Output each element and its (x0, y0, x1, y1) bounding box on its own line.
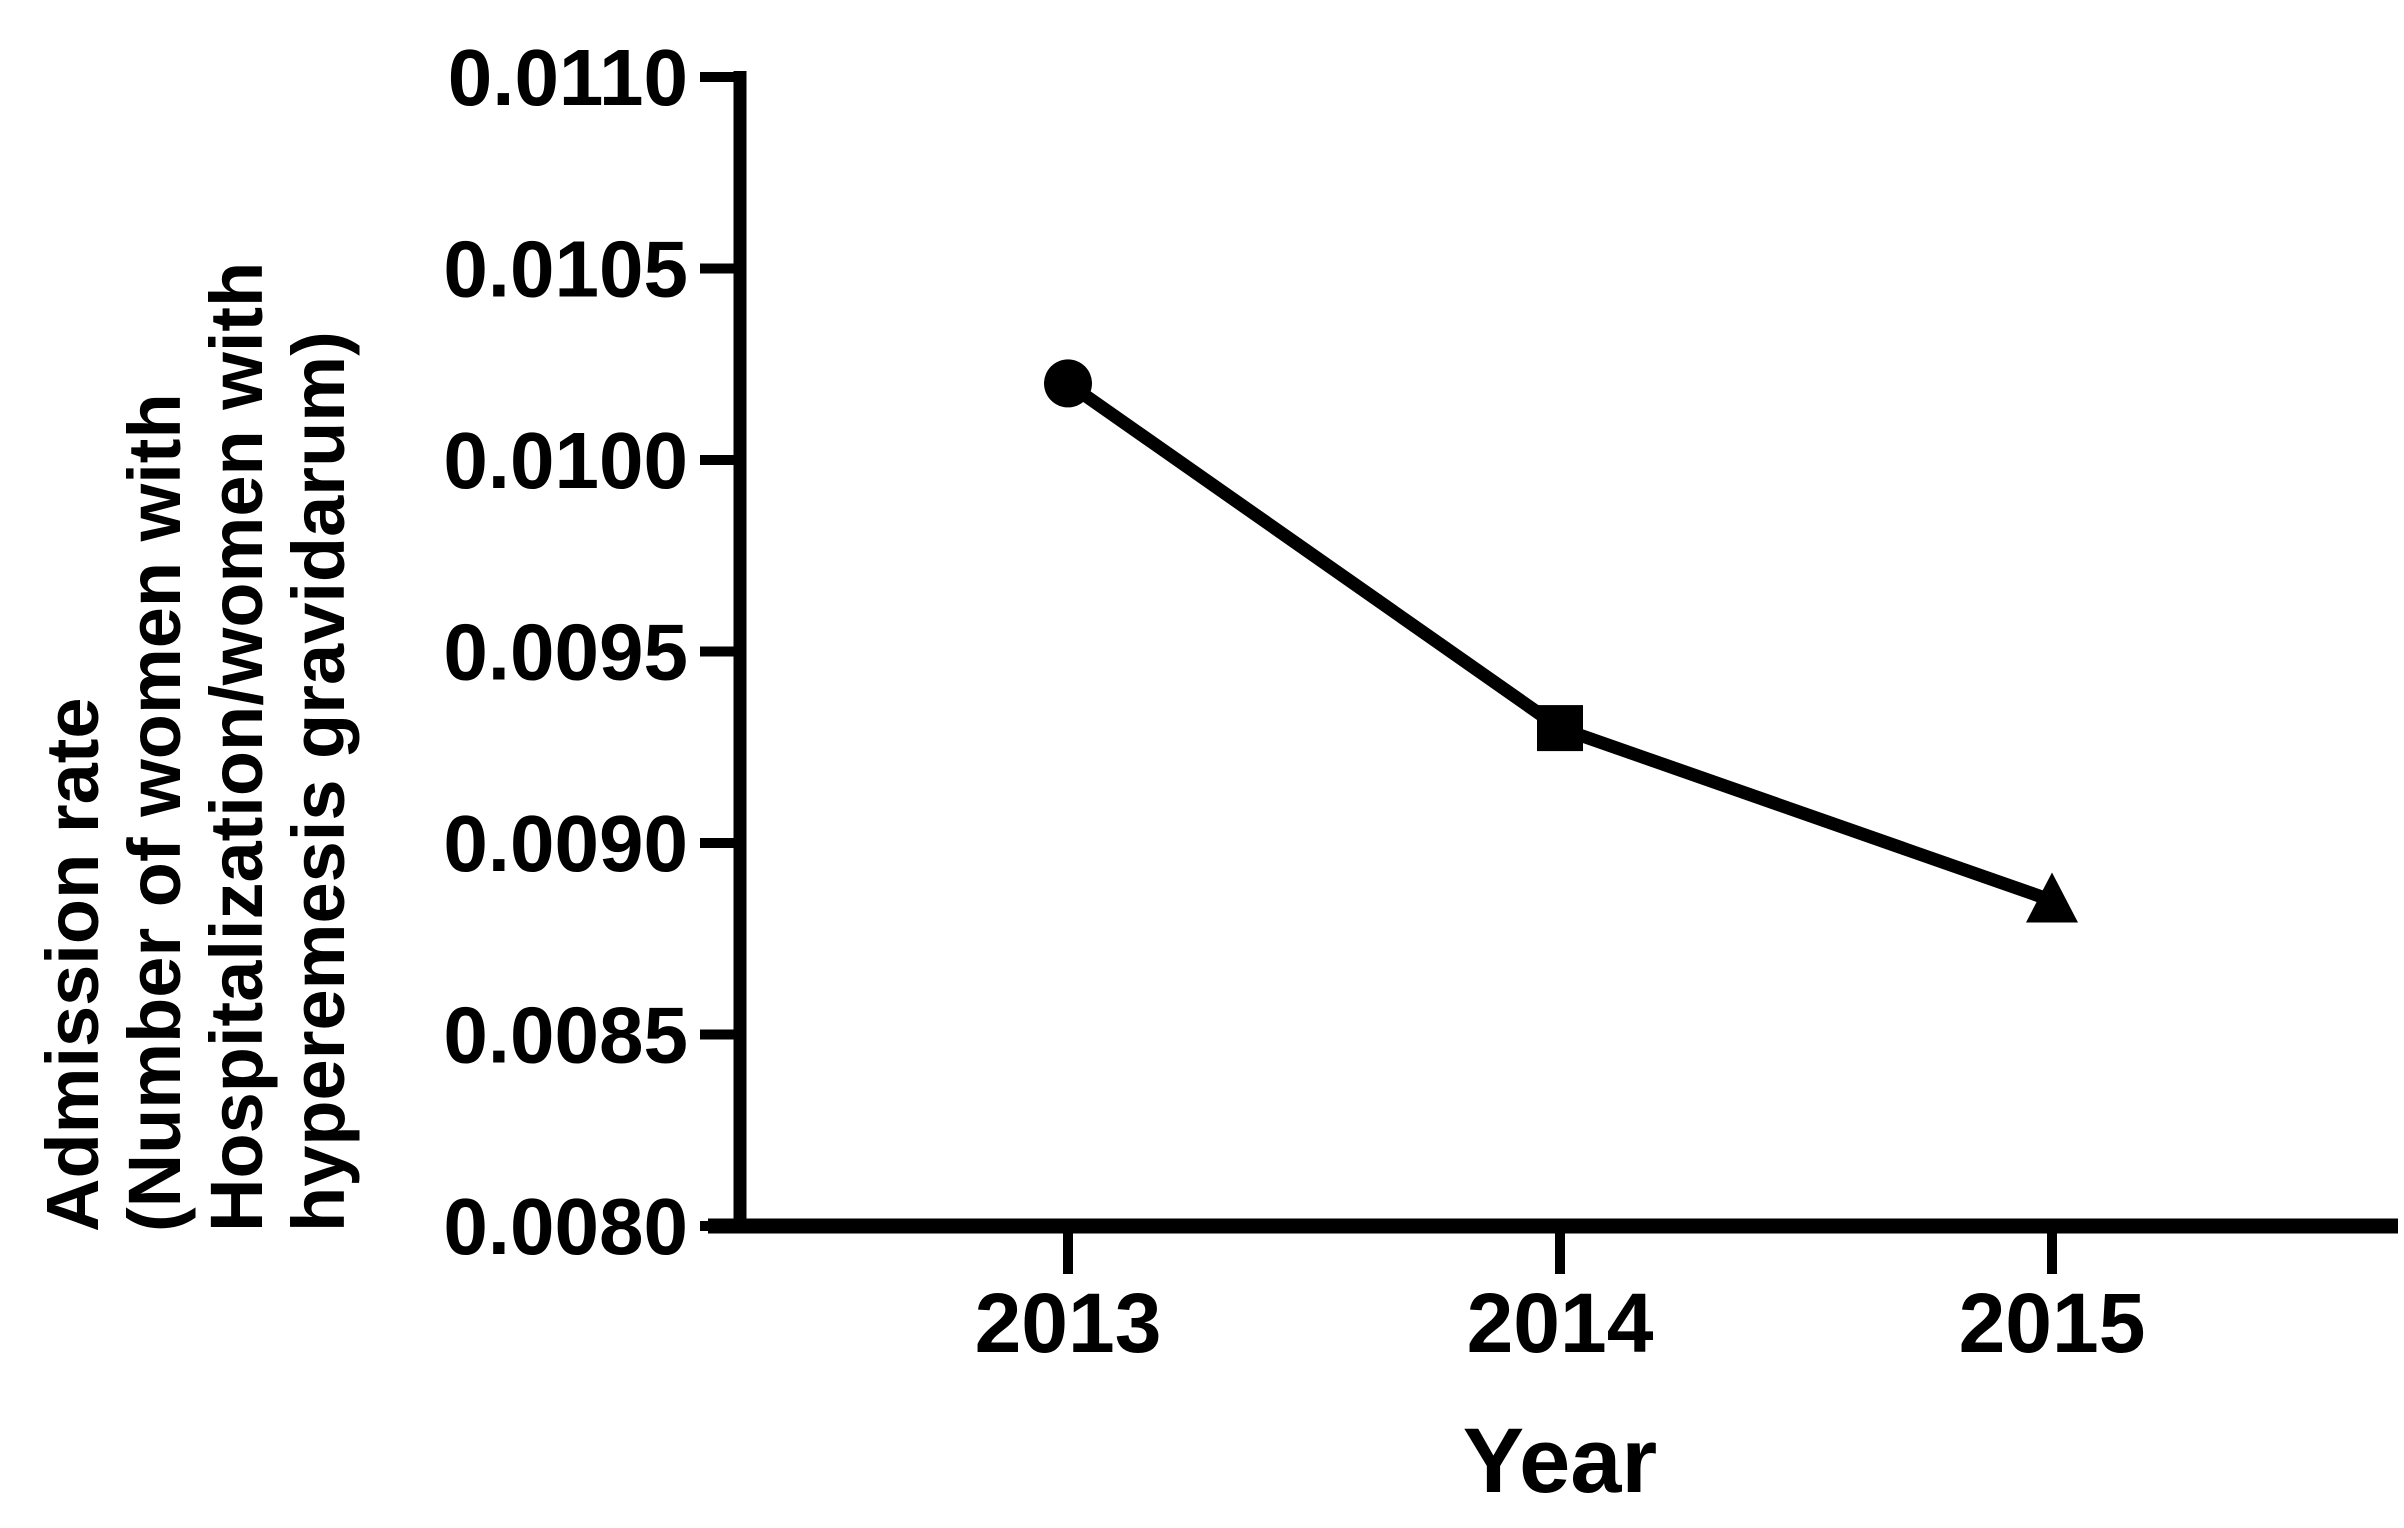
y-axis-title: Admission rate(Number of women withHospi… (31, 262, 360, 1232)
y-axis: 0.0110 0.0105 0.0100 0.0095 0.0090 0.0085 0.00… (443, 33, 747, 1271)
x-axis-title: Year (1463, 1410, 1657, 1512)
y-tick-labels: 0.0110 0.0105 0.0100 0.0095 0.0090 0.0085 0.00… (443, 33, 688, 1271)
y-tick-label: 0.0095 (443, 608, 688, 697)
series-line (1064, 378, 2055, 907)
y-tick-label: 0.0085 (443, 991, 688, 1080)
y-axis-title-line: Admission rate (31, 697, 114, 1232)
y-tick-label: 0.0105 (443, 225, 688, 314)
data-point-circle-marker (1044, 359, 1092, 408)
y-ticks (700, 72, 741, 1231)
data-series (1044, 359, 2078, 923)
y-tick-label: 0.0090 (443, 799, 688, 888)
data-point-triangle-marker (2026, 872, 2078, 923)
data-point-square-marker (1537, 705, 1583, 752)
x-ticks (1063, 1233, 2057, 1274)
y-axis-title-line: (Number of women with (113, 393, 196, 1232)
x-axis: 2013 2014 2015 (708, 1218, 2398, 1370)
x-tick-labels: 2013 2014 2015 (975, 1276, 2146, 1370)
y-tick-label: 0.0110 (448, 33, 688, 122)
y-axis-title-line: Hospitalization/women with (195, 262, 278, 1232)
x-tick-label: 2014 (1467, 1276, 1654, 1370)
x-tick-label: 2013 (975, 1276, 1162, 1370)
y-tick-label: 0.0100 (443, 416, 688, 505)
x-tick-label: 2015 (1959, 1276, 2146, 1370)
y-tick-label: 0.0080 (443, 1182, 688, 1271)
y-axis-title-line: hyperemesis gravidarum) (277, 331, 360, 1232)
